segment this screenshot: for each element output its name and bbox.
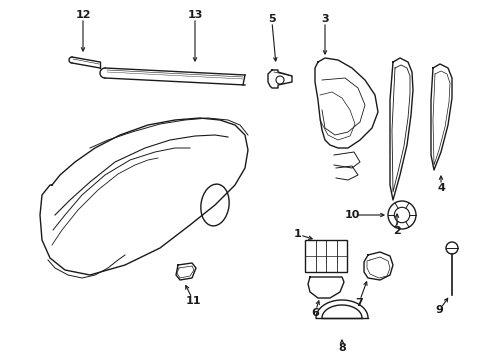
Text: 7: 7 (355, 298, 363, 308)
Text: 12: 12 (75, 10, 91, 20)
Text: 1: 1 (293, 229, 301, 239)
Text: 6: 6 (311, 308, 319, 318)
Text: 9: 9 (435, 306, 443, 315)
Text: 11: 11 (186, 296, 201, 306)
Text: 3: 3 (321, 14, 329, 24)
Text: 8: 8 (338, 343, 346, 353)
Text: 5: 5 (268, 14, 275, 24)
Text: 13: 13 (187, 10, 203, 20)
Text: 2: 2 (393, 226, 401, 236)
Text: 4: 4 (437, 183, 445, 193)
Text: 10: 10 (344, 210, 360, 220)
